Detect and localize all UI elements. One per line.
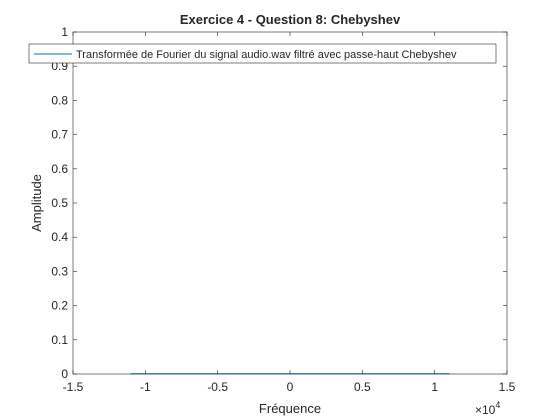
x-tick-label: -1.5 bbox=[63, 380, 84, 394]
x-axis: -1.5 -1 -0.5 0 0.5 1 1.5 bbox=[63, 32, 516, 394]
x-exponent-power: 4 bbox=[495, 400, 500, 410]
y-tick-label: 0.8 bbox=[51, 93, 68, 107]
y-tick-label: 0.5 bbox=[51, 196, 68, 210]
y-axis: 00.10.20.30.40.50.60.70.80.91 bbox=[51, 25, 507, 381]
legend-entry: Transformée de Fourier du signal audio.w… bbox=[76, 49, 457, 61]
x-tick-label: 1 bbox=[431, 380, 438, 394]
y-tick-label: 0 bbox=[61, 367, 68, 381]
x-tick-label: 1.5 bbox=[499, 380, 516, 394]
y-tick-label: 0.3 bbox=[51, 264, 68, 278]
x-exponent-base: ×10 bbox=[475, 403, 496, 417]
x-tick-label: -1 bbox=[140, 380, 151, 394]
y-axis-label: Amplitude bbox=[29, 174, 44, 232]
x-tick-label: -0.5 bbox=[207, 380, 228, 394]
y-tick-label: 0.1 bbox=[51, 333, 68, 347]
y-tick-label: 0.4 bbox=[51, 230, 68, 244]
plot-area bbox=[73, 32, 507, 374]
x-tick-label: 0 bbox=[287, 380, 294, 394]
y-tick-label: 1 bbox=[61, 25, 68, 39]
y-tick-label: 0.7 bbox=[51, 128, 68, 142]
x-exponent: ×104 bbox=[475, 400, 500, 417]
chart-title: Exercice 4 - Question 8: Chebyshev bbox=[180, 12, 401, 27]
y-tick-label: 0.6 bbox=[51, 162, 68, 176]
x-axis-label: Fréquence bbox=[259, 401, 321, 416]
legend-box bbox=[28, 43, 497, 64]
x-tick-label: 0.5 bbox=[354, 380, 371, 394]
y-tick-label: 0.2 bbox=[51, 299, 68, 313]
legend: Transformée de Fourier du signal audio.w… bbox=[28, 43, 497, 64]
